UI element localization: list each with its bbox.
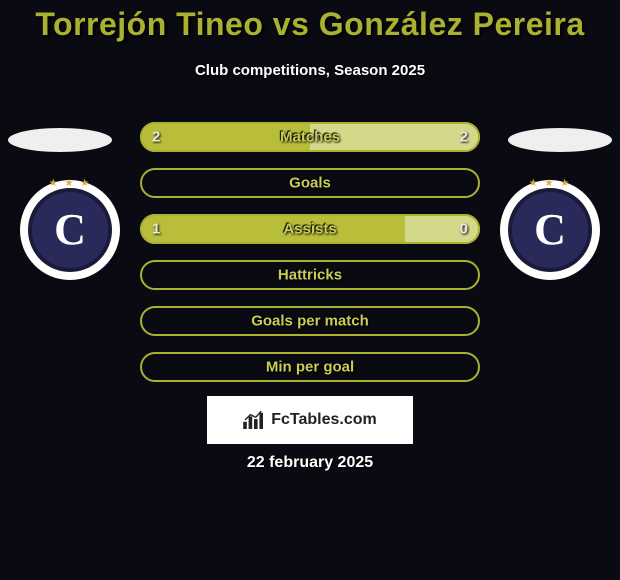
stat-label: Matches [140,129,480,146]
stat-value-right: 0 [460,221,468,238]
badge-letter: C [534,208,566,252]
stat-label: Min per goal [140,359,480,376]
stat-row: Min per goal [140,352,480,382]
stat-value-left: 1 [152,221,160,238]
player-right-ellipse [508,128,612,152]
stat-label: Goals per match [140,313,480,330]
stat-row: Hattricks [140,260,480,290]
date-label: 22 february 2025 [0,454,620,472]
page-title: Torrejón Tineo vs González Pereira [0,6,620,43]
watermark-text: FcTables.com [271,411,377,429]
stat-label: Assists [140,221,480,238]
player-left-ellipse [8,128,112,152]
stat-row: Assists1 0 [140,214,480,244]
stat-label: Goals [140,175,480,192]
subtitle: Club competitions, Season 2025 [0,62,620,79]
stat-row: Goals [140,168,480,198]
stat-row: Goals per match [140,306,480,336]
chart-icon [243,411,265,429]
badge-inner: C [508,188,592,272]
comparison-bars: Matches2 2 Goals Assists1 0 Hattricks Goals pe… [140,122,480,398]
stat-row: Matches2 2 [140,122,480,152]
stat-label: Hattricks [140,267,480,284]
club-badge-right: ★ ★ ★ C [500,180,600,280]
badge-inner: C [28,188,112,272]
badge-letter: C [54,208,86,252]
club-badge-left: ★ ★ ★ C [20,180,120,280]
watermark: FcTables.com [207,396,413,444]
stat-value-right: 2 [460,129,468,146]
stat-value-left: 2 [152,129,160,146]
